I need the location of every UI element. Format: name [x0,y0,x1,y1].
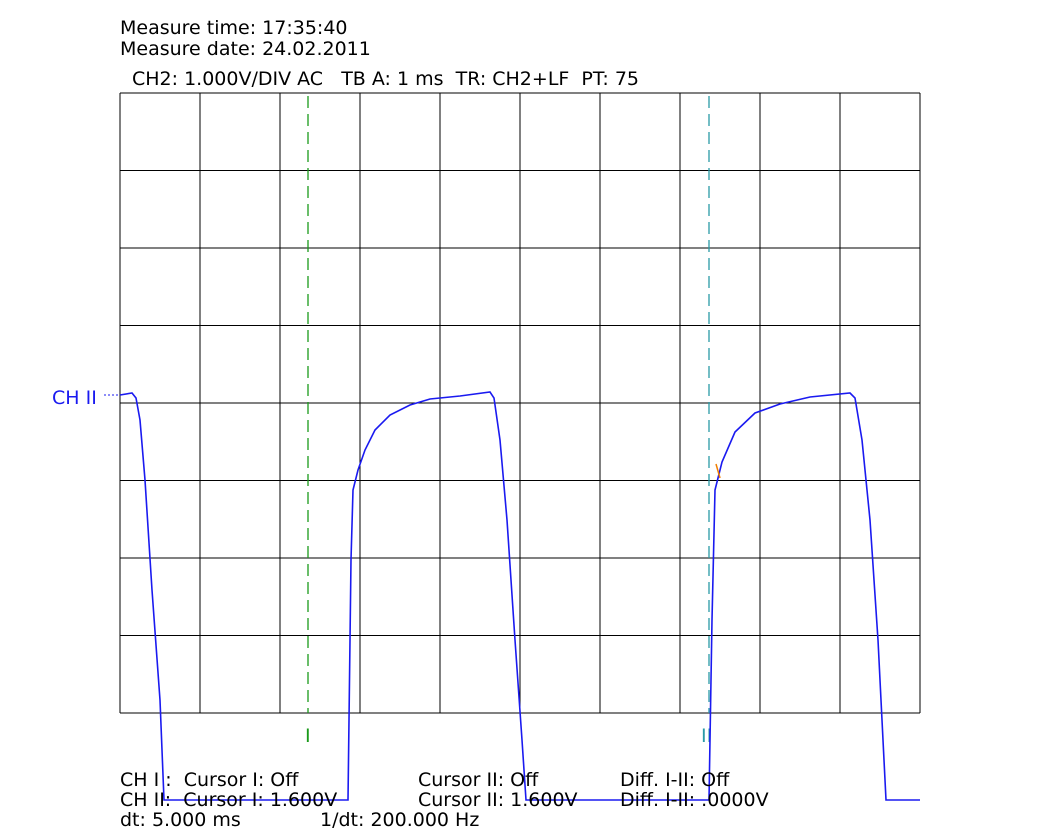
cursor-2-marker: II [701,725,712,747]
footer-cell: Cursor II: 1.600V [418,789,578,811]
footer-cell: CH I : Cursor I: Off [120,769,299,791]
measure-time: Measure time: 17:35:40 [120,17,348,39]
trigger-point [715,463,721,479]
inverse-dt: 1/dt: 200.000 Hz [320,809,479,831]
settings: CH2: 1.000V/DIV AC TB A: 1 ms TR: CH2+LF… [132,68,639,90]
footer-cell: Diff. I-II: .0000V [620,789,769,811]
footer-cell: CH II: Cursor I: 1.600V [120,789,337,811]
channel-label: CH II [52,387,97,409]
dt: dt: 5.000 ms [120,809,241,831]
measure-date: Measure date: 24.02.2011 [120,38,371,60]
waveform-trace [119,391,920,801]
grid [119,92,921,714]
footer-cell: Cursor II: Off [418,769,539,791]
footer-cell: Diff. I-II: Off [620,769,730,791]
cursor-1-marker: I [305,725,311,747]
